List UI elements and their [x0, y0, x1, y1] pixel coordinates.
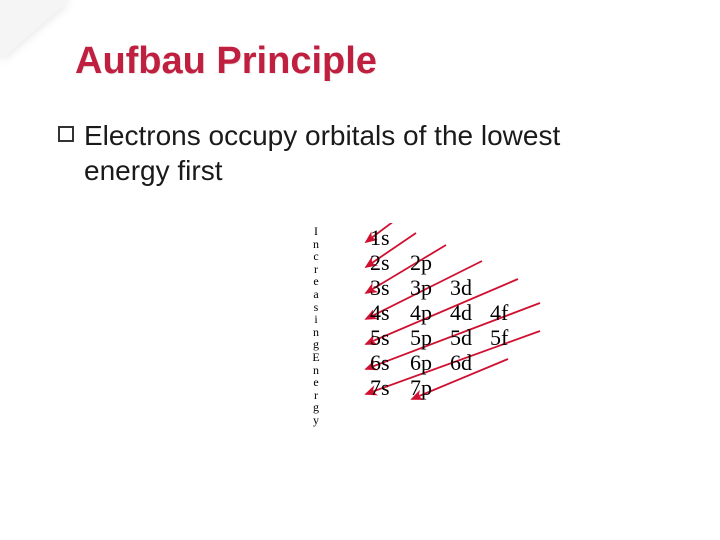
- y-axis-char: a: [310, 288, 322, 301]
- orbital-cell: 7p: [410, 377, 438, 399]
- orbital-cell: 5p: [410, 327, 438, 349]
- orbital-cell: 4d: [450, 302, 478, 324]
- orbital-cell: 5d: [450, 327, 478, 349]
- orbital-cell: 3s: [370, 277, 398, 299]
- orbital-row: 6s 6p 6d: [370, 350, 518, 375]
- y-axis-char: I: [310, 225, 322, 238]
- orbital-cell: 3p: [410, 277, 438, 299]
- y-axis-char: e: [310, 376, 322, 389]
- orbital-cell: 3d: [450, 277, 478, 299]
- y-axis-char: c: [310, 250, 322, 263]
- bullet-square-icon: [58, 126, 74, 142]
- orbital-cell: 7s: [370, 377, 398, 399]
- y-axis-char: y: [310, 414, 322, 427]
- slide-title: Aufbau Principle: [75, 40, 670, 83]
- orbital-cell: 4p: [410, 302, 438, 324]
- orbital-grid: 1s 2s 2p 3s 3p 3d 4s 4p 4d 4f 5s 5p 5d 5f 6s 6p 6d 7s 7p: [370, 225, 518, 400]
- orbital-cell: 6p: [410, 352, 438, 374]
- corner-fold: [0, 0, 70, 60]
- orbital-cell: 2p: [410, 252, 438, 274]
- orbital-row: 2s 2p: [370, 250, 518, 275]
- orbital-cell: 2s: [370, 252, 398, 274]
- orbital-cell: 5f: [490, 327, 518, 349]
- orbital-row: 1s: [370, 225, 518, 250]
- orbital-cell: 4s: [370, 302, 398, 324]
- aufbau-diagram: Increasing Energy 1s2s2p3s3p3d4s4p4d4f5s…: [310, 225, 650, 455]
- y-axis-label: Increasing Energy: [310, 225, 322, 445]
- slide: Aufbau Principle Electrons occupy orbita…: [0, 0, 720, 540]
- orbital-row: 5s 5p 5d 5f: [370, 325, 518, 350]
- orbital-cell: 5s: [370, 327, 398, 349]
- orbital-cell: 6s: [370, 352, 398, 374]
- bullet-text: Electrons occupy orbitals of the lowest …: [84, 118, 644, 188]
- orbital-cell: 4f: [490, 302, 518, 324]
- orbital-row: 4s 4p 4d 4f: [370, 300, 518, 325]
- y-axis-char: E: [310, 351, 322, 364]
- bullet-item: Electrons occupy orbitals of the lowest …: [58, 118, 670, 188]
- y-axis-char: i: [310, 313, 322, 326]
- orbital-cell: 1s: [370, 227, 398, 249]
- orbital-row: 3s 3p 3d: [370, 275, 518, 300]
- orbital-row: 7s 7p: [370, 375, 518, 400]
- orbital-cell: 6d: [450, 352, 478, 374]
